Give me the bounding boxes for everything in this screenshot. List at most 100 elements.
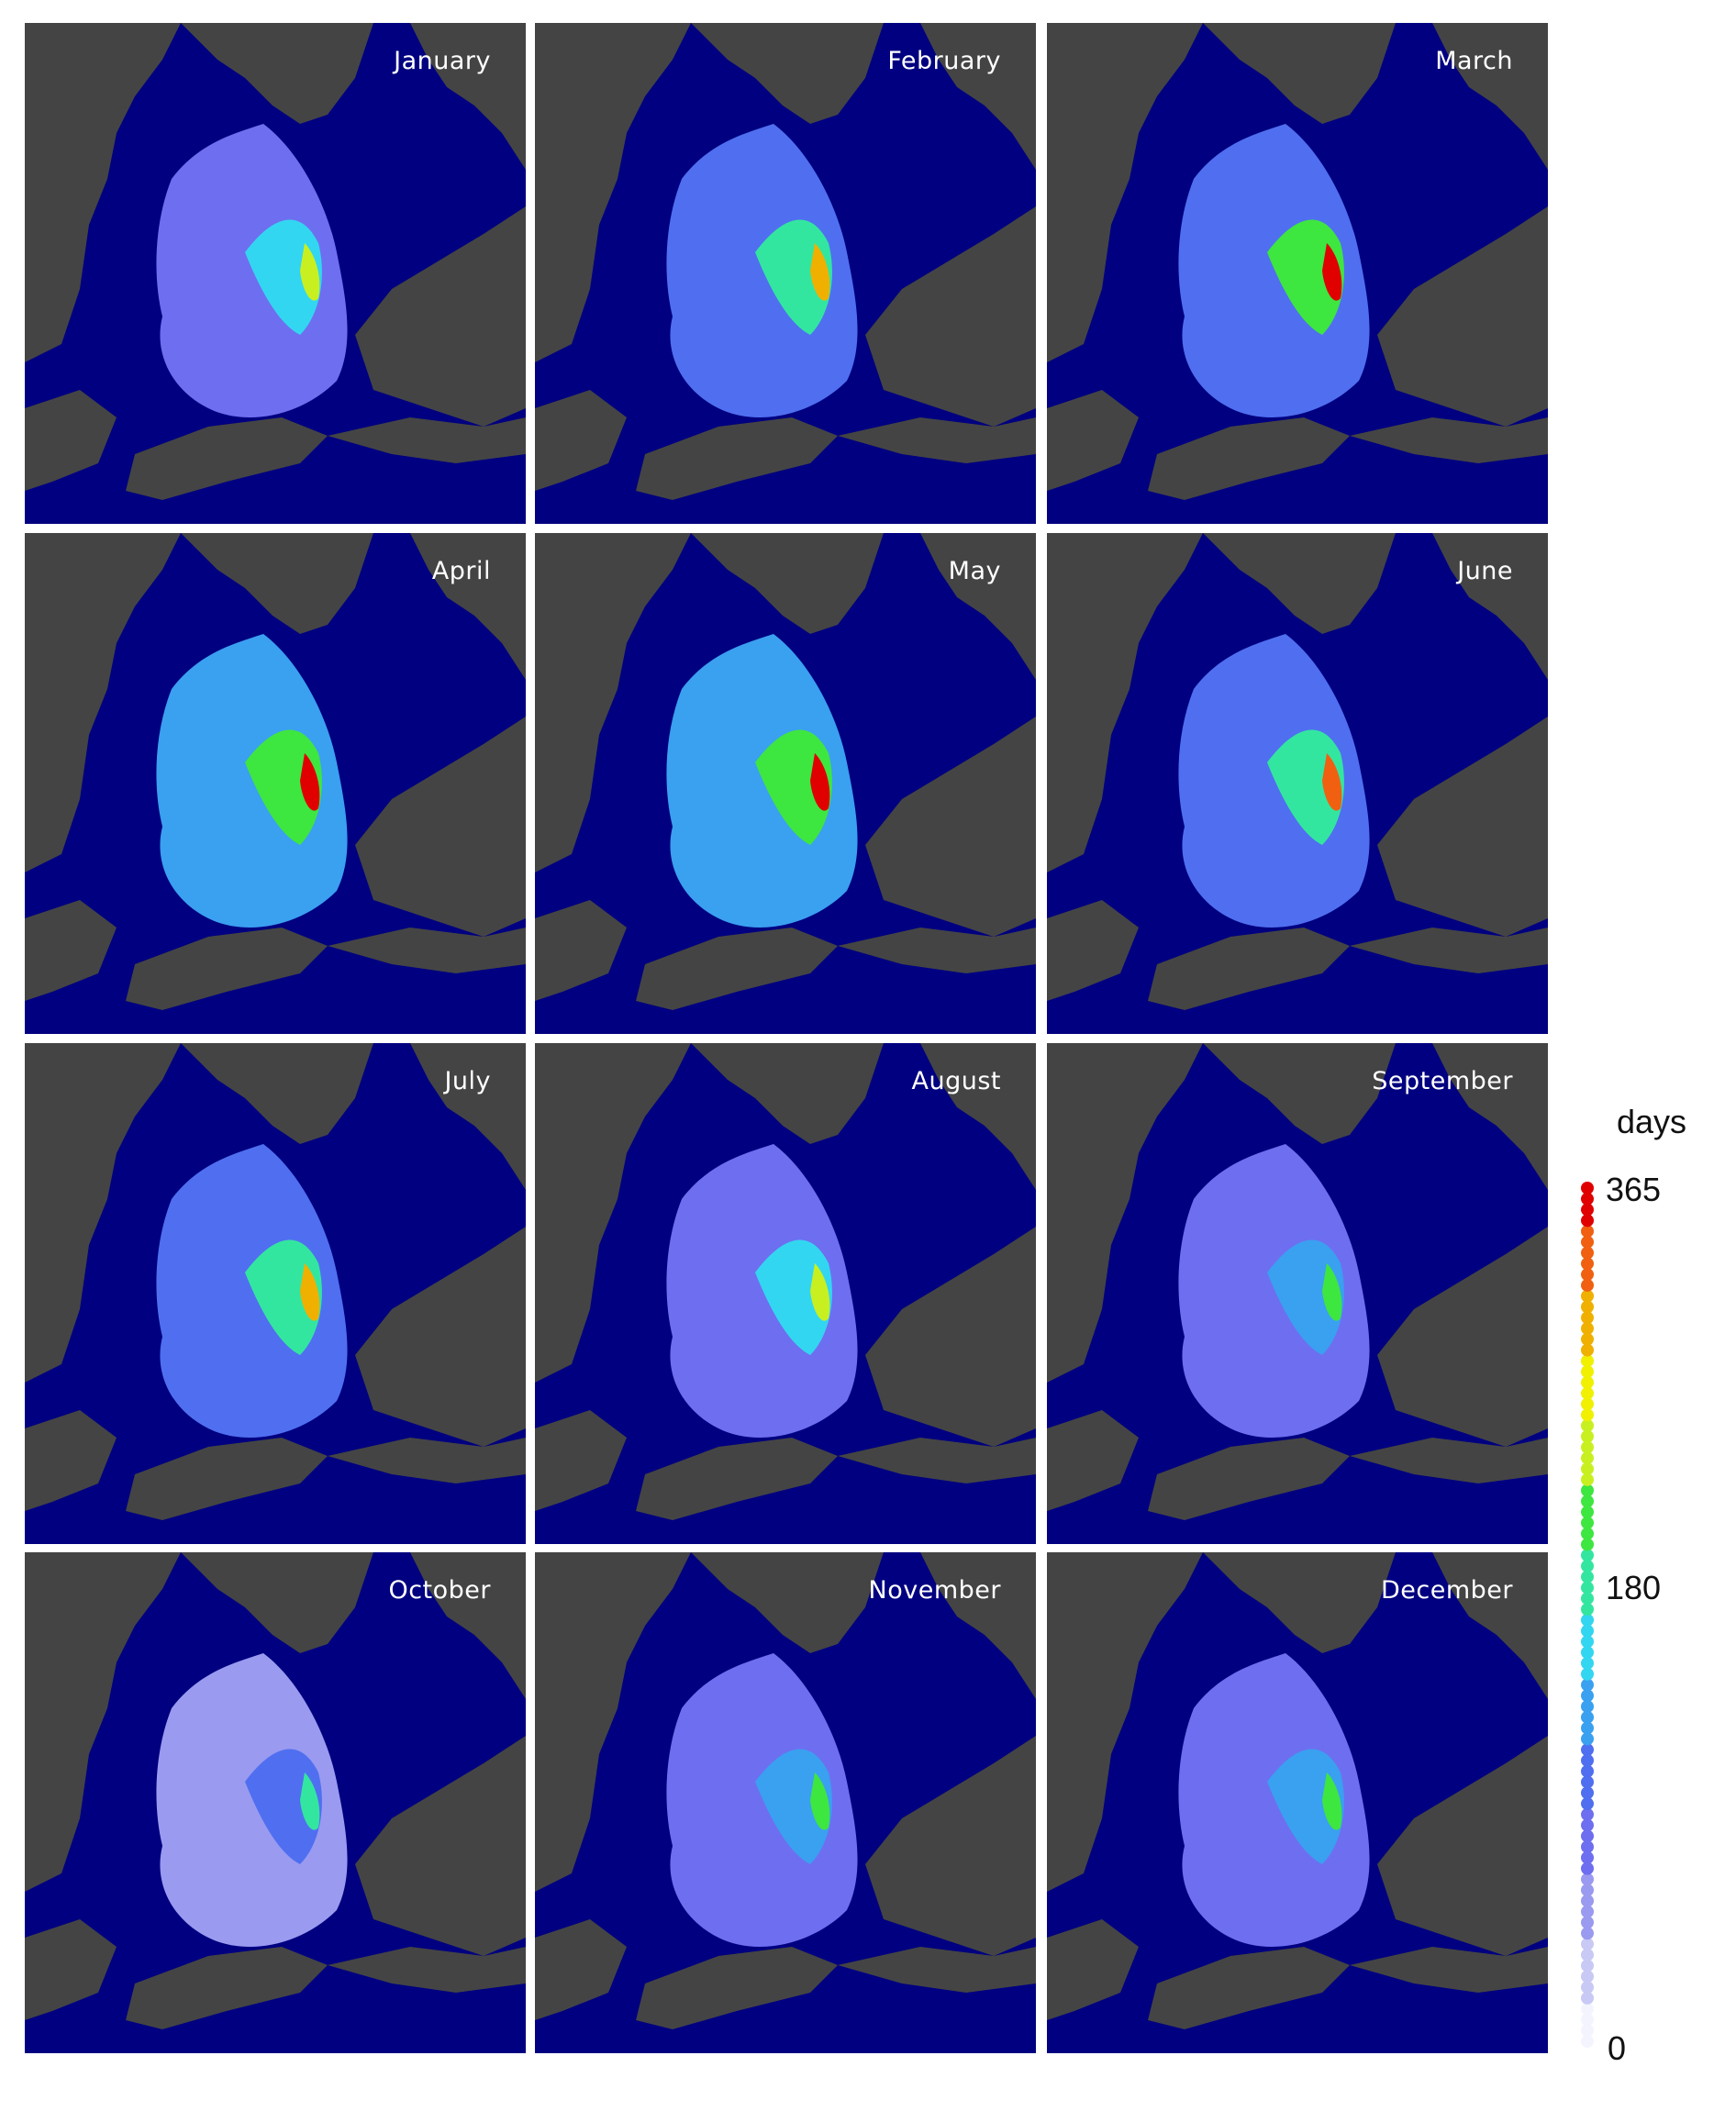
- colorbar-swatch: [1581, 1311, 1594, 1325]
- panel-month-label: May: [948, 557, 1001, 585]
- land-region: [43, 583, 71, 616]
- colorbar-swatch: [1581, 1570, 1594, 1583]
- colorbar-swatch: [1581, 1375, 1594, 1389]
- land-region: [1377, 206, 1548, 427]
- colorbar-swatch: [1581, 2035, 1594, 2048]
- land-region: [535, 1410, 627, 1511]
- land-region: [1203, 533, 1396, 634]
- land-region: [1377, 1227, 1548, 1447]
- land-region: [636, 928, 838, 1010]
- colorbar-tick-0: 0: [1608, 2029, 1627, 2067]
- colorbar-swatch: [1581, 1689, 1594, 1703]
- land-region: [920, 1552, 1036, 1699]
- colorbar-swatch: [1581, 1635, 1594, 1649]
- colorbar-swatch: [1581, 1883, 1594, 1897]
- land-region: [1047, 900, 1139, 1001]
- map-image: [535, 1043, 1036, 1520]
- land-region: [691, 533, 884, 634]
- map-panel-june: June: [1047, 533, 1548, 1034]
- sea-ice-oldest: [810, 1772, 830, 1830]
- land-region: [1065, 1603, 1093, 1635]
- colorbar-swatch: [1581, 1959, 1594, 1972]
- map-panel-january: January: [25, 23, 526, 524]
- land-region: [838, 417, 1036, 463]
- colorbar-swatch: [1581, 1927, 1594, 1940]
- land-region: [181, 533, 373, 634]
- sea-ice-oldest: [300, 1772, 320, 1830]
- land-region: [43, 1094, 71, 1126]
- colorbar-swatch: [1581, 1916, 1594, 1929]
- land-region: [1148, 928, 1350, 1010]
- panel-month-label: June: [1457, 557, 1513, 585]
- colorbar-swatch: [1581, 1667, 1594, 1681]
- land-region: [1065, 583, 1093, 616]
- colorbar-title: days: [1617, 1103, 1687, 1140]
- colorbar-swatch: [1581, 1807, 1594, 1821]
- land-region: [126, 1438, 328, 1520]
- land-region: [1377, 1736, 1548, 1956]
- land-region: [535, 23, 691, 362]
- colorbar-swatch: [1581, 1700, 1594, 1714]
- sea-ice-oldest: [810, 753, 830, 811]
- colorbar-swatch: [1581, 1840, 1594, 1854]
- colorbar-swatch: [1581, 1764, 1594, 1778]
- panel-month-label: September: [1372, 1067, 1513, 1095]
- land-region: [553, 583, 581, 616]
- land-region: [1148, 1438, 1350, 1520]
- land-region: [865, 1736, 1036, 1956]
- land-region: [410, 533, 526, 680]
- sea-ice-area: [1178, 634, 1370, 928]
- colorbar-swatch: [1581, 1646, 1594, 1660]
- land-region: [535, 390, 627, 491]
- map-image: [25, 23, 526, 500]
- land-region: [25, 533, 181, 872]
- sea-ice-area: [666, 634, 858, 928]
- map-image: [1047, 1552, 1548, 2029]
- map-panel-march: March: [1047, 23, 1548, 524]
- sea-ice-older: [755, 1749, 832, 1864]
- map-panel-november: November: [535, 1552, 1036, 2053]
- land-region: [410, 1043, 526, 1190]
- land-region: [1350, 1947, 1548, 1993]
- land-region: [636, 417, 838, 500]
- colorbar-tick-180: 180: [1606, 1569, 1662, 1606]
- colorbar-swatch: [1581, 1397, 1594, 1411]
- land-region: [25, 390, 117, 491]
- land-region: [328, 1438, 526, 1483]
- sea-ice-older: [1267, 729, 1344, 845]
- land-region: [691, 1552, 884, 1653]
- land-region: [636, 1947, 838, 2029]
- land-region: [865, 717, 1036, 937]
- land-region: [553, 73, 581, 106]
- sea-ice-area: [1178, 124, 1370, 417]
- land-region: [535, 533, 691, 872]
- colorbar-swatch: [1581, 1429, 1594, 1443]
- colorbar-swatch: [1581, 1418, 1594, 1432]
- land-region: [1350, 1438, 1548, 1483]
- sea-ice-oldest: [1322, 753, 1342, 811]
- land-region: [355, 206, 526, 427]
- colorbar-swatch: [1581, 1894, 1594, 1907]
- land-region: [1203, 1043, 1396, 1144]
- colorbar-swatch: [1581, 1214, 1594, 1228]
- map-image: [535, 1552, 1036, 2029]
- colorbar-swatch: [1581, 1278, 1594, 1292]
- panel-month-label: October: [388, 1576, 491, 1605]
- land-region: [328, 928, 526, 973]
- colorbar-swatch: [1581, 1527, 1594, 1540]
- colorbar-swatch: [1581, 2013, 1594, 2027]
- colorbar-swatch: [1581, 1786, 1594, 1800]
- sea-ice-older: [1267, 1749, 1344, 1864]
- colorbar-swatch: [1581, 1225, 1594, 1239]
- colorbar-swatch: [1581, 1850, 1594, 1864]
- colorbar-swatch: [1581, 1451, 1594, 1465]
- map-image: [1047, 533, 1548, 1010]
- panel-month-label: February: [887, 47, 1001, 75]
- map-image: [535, 533, 1036, 1010]
- colorbar-swatch: [1581, 1462, 1594, 1476]
- land-region: [410, 23, 526, 170]
- land-region: [535, 1043, 691, 1383]
- sea-ice-oldest: [300, 753, 320, 811]
- sea-ice-area: [666, 124, 858, 417]
- land-region: [181, 1552, 373, 1653]
